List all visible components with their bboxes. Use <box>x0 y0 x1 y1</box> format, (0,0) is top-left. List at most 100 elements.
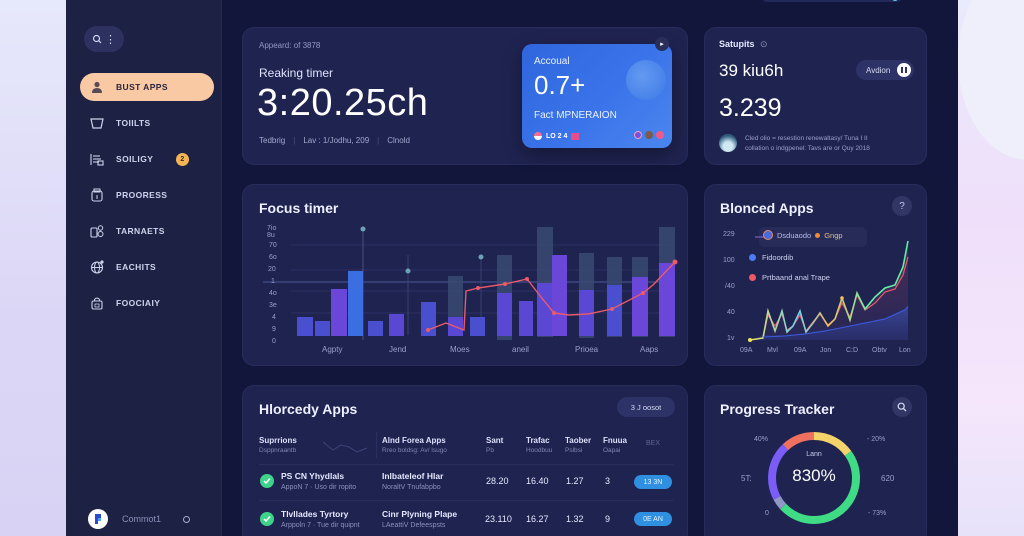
sidebar-item-prooress[interactable]: PROORESS <box>80 181 214 209</box>
more-icon: ⋮ <box>105 33 116 46</box>
row-app: Cinr Plyning Plape <box>382 509 458 519</box>
y-tick: 9 <box>272 326 276 333</box>
sidebar-item-label: TARNAETS <box>116 226 165 236</box>
timer-meta-item: Lav : 1/Jodhu, 209 <box>303 136 370 145</box>
status-indicator-icon <box>892 0 898 1</box>
x-tick: Obtv <box>872 347 887 354</box>
sidebar-item-eachits[interactable]: EACHITS <box>80 253 214 281</box>
sidebar: ⋮ BUST APPS TOIILTS SOILIGY 2 PROORESS <box>66 0 222 536</box>
y-tick: 229 <box>723 231 735 238</box>
accent-value: 0.7+ <box>534 70 586 100</box>
accent-corner-button[interactable]: ▸ <box>655 37 669 51</box>
x-tick: C:D <box>846 347 859 354</box>
cell-trafac: 16.40 <box>526 476 549 486</box>
column-header[interactable]: Alnd Forea Apps <box>382 436 446 445</box>
column-header[interactable]: Trafac <box>526 436 550 445</box>
legend-dot-icon <box>749 254 756 261</box>
sidebar-item-label: FOOCIAIY <box>116 298 161 308</box>
sidebar-footer[interactable]: Commot1 <box>88 508 208 530</box>
setups-description: Cled olio = resestion renewaltasy/ Tuna … <box>745 134 921 154</box>
y-tick: /40 <box>725 283 735 290</box>
help-button[interactable]: ? <box>892 196 912 216</box>
row-divider <box>259 464 673 465</box>
row-divider <box>259 500 673 501</box>
decorative-orb <box>626 60 666 100</box>
user-icon <box>90 80 104 94</box>
y-tick: 20 <box>268 266 276 273</box>
check-icon <box>260 474 274 488</box>
pause-icon <box>897 63 911 77</box>
timer-value: 3:20.25ch <box>257 82 429 124</box>
sidebar-item-tarnaets[interactable]: TARNAETS <box>80 217 214 245</box>
column-header[interactable]: Fnuua <box>603 436 627 445</box>
x-tick: Prioea <box>575 345 599 354</box>
x-tick: Agpty <box>322 345 343 354</box>
donut-label: 5T: <box>741 474 752 483</box>
lock-icon <box>90 296 104 310</box>
donut-label: - 20% <box>867 436 886 443</box>
progress-donut-chart[interactable] <box>766 430 862 526</box>
sidebar-item-label: PROORESS <box>116 190 168 200</box>
blonced-title: Blonced Apps <box>720 200 814 216</box>
row-name-sub: Arppoln 7 · Tue dir quipnt <box>281 522 360 529</box>
column-header[interactable]: Taober <box>565 436 592 445</box>
apps-table-card: Hlorcedy Apps 3 J oosot Suprrions Dsppnr… <box>242 385 688 536</box>
sidebar-search-button[interactable]: ⋮ <box>84 26 124 52</box>
action-button[interactable]: Avdion <box>856 60 914 80</box>
y-tick: 70 <box>269 242 277 249</box>
row-name: Tlvllades Tyrtory <box>281 509 349 519</box>
column-header[interactable]: Sant <box>486 436 504 445</box>
description-line: Cled olio = resestion renewaltasy/ Tuna … <box>745 135 868 142</box>
avatar-group <box>634 131 664 139</box>
row-app: Inlbateleof Hlar <box>382 471 444 481</box>
legend-item: Prtbaand anal Trape <box>749 273 830 282</box>
donut-center-label: Lann <box>806 451 822 458</box>
avatar <box>656 131 664 139</box>
check-icon <box>260 512 274 526</box>
sidebar-item-fooclaiy[interactable]: FOOCIAIY <box>80 289 214 317</box>
notification-badge: 2 <box>176 152 189 166</box>
search-button[interactable] <box>892 397 912 417</box>
sidebar-item-soiligy[interactable]: SOILIGY 2 <box>80 145 214 173</box>
footer-label: Commot1 <box>122 514 162 524</box>
column-subheader: Pslbsi <box>565 447 583 454</box>
legend-label: Prtbaand anal Trape <box>762 273 830 282</box>
table-action-button[interactable]: 3 J oosot <box>617 397 675 417</box>
tag-icon <box>571 132 580 140</box>
focus-timer-card: Focus timer 7io 8u 70 6o 20 1 4o 3e 4 9 … <box>242 184 688 366</box>
sidebar-item-label: BUST APPS <box>116 82 168 92</box>
column-subheader: Rreo boldsg: Av/ lsugo <box>382 447 447 454</box>
blonced-area-chart[interactable] <box>705 185 928 367</box>
avatar <box>645 131 653 139</box>
sidebar-item-toiilts[interactable]: TOIILTS <box>80 109 214 137</box>
column-subheader: Hoodbuu <box>526 447 553 454</box>
search-icon <box>897 402 907 412</box>
setups-title-text: Satupits <box>719 39 755 49</box>
avatar <box>634 131 642 139</box>
list-icon <box>90 152 104 166</box>
y-tick: 1v <box>727 335 735 342</box>
accent-footer: LO 2 4 <box>534 132 580 140</box>
status-badge[interactable]: 0E AN <box>634 512 672 526</box>
status-badge[interactable]: 13 3N <box>634 475 672 489</box>
status-dot-icon <box>183 515 191 523</box>
column-header[interactable]: Suprrions <box>259 436 297 445</box>
cell-taober: 1.32 <box>566 514 584 524</box>
x-tick: aneil <box>512 345 529 354</box>
action-button-label: Avdion <box>866 65 891 75</box>
legend-label: Fidoordib <box>762 253 794 262</box>
top-search-bar[interactable] <box>762 0 902 2</box>
flag-icon: ▸ <box>660 41 664 48</box>
x-tick: 09A <box>740 347 753 354</box>
help-icon: ? <box>899 200 905 212</box>
legend-dot-icon <box>749 274 756 281</box>
column-header[interactable]: BEX <box>646 440 661 447</box>
y-tick: 6o <box>269 254 277 261</box>
y-tick: 3e <box>269 302 277 309</box>
y-tick: 8u <box>267 232 275 239</box>
sidebar-item-bust-apps[interactable]: BUST APPS <box>80 73 214 101</box>
focus-bar-chart[interactable] <box>243 185 689 367</box>
accent-stat-card[interactable]: Accoual 0.7+ Fact MPNERAION LO 2 4 <box>522 44 672 148</box>
timer-eyebrow: Appeard: of 3878 <box>259 41 321 50</box>
x-tick: Lon <box>899 347 911 354</box>
